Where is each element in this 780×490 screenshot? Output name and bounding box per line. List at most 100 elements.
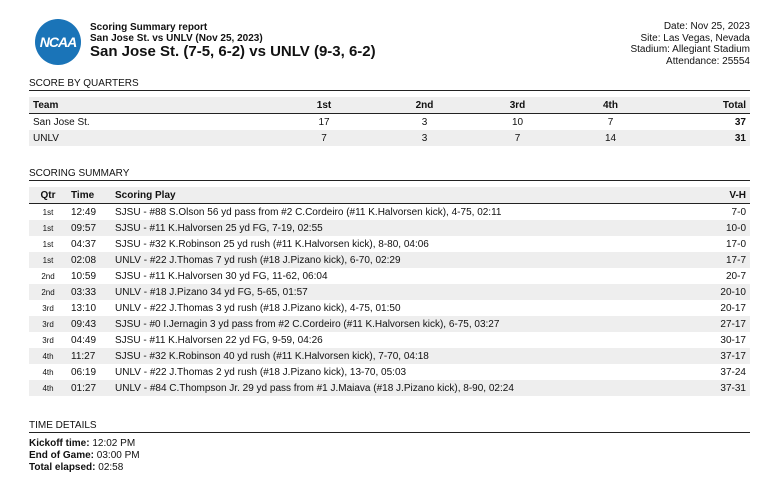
- scoring-play-row: 1st 02:08 UNLV - #22 J.Thomas 7 yd rush (#…: [29, 252, 750, 268]
- game-info: Date: Nov 25, 2023 Site: Las Vegas, Neva…: [630, 21, 750, 67]
- ncaa-logo: NCAA: [35, 19, 81, 65]
- score: 37-31: [701, 380, 750, 396]
- quarter: 3rd: [42, 303, 54, 313]
- team-row: San Jose St. 17 3 10 7 37: [29, 114, 750, 131]
- matchup-title: San Jose St. (7-5, 6-2) vs UNLV (9-3, 6-…: [90, 43, 376, 60]
- score: 37-24: [720, 366, 746, 378]
- score: 7-0: [731, 206, 746, 218]
- column-header: Qtr: [29, 187, 67, 204]
- quarter: 4th: [29, 348, 67, 364]
- scoring-play-row: 1st 12:49 SJSU - #88 S.Olson 56 yd pass fr…: [29, 204, 750, 221]
- scoring-summary-table: Qtr Time Scoring Play V-H 1st 12:49 SJSU - #88…: [29, 187, 750, 396]
- scoring-play-row: 1st 09:57 SJSU - #11 K.Halvorsen 25 yd FG,…: [29, 220, 750, 236]
- quarter-score: 10: [511, 116, 524, 128]
- game-clock: 12:49: [71, 206, 97, 218]
- score: 30-17: [720, 334, 746, 346]
- column-header: Scoring Play: [111, 187, 702, 204]
- quarter-score: 3: [421, 116, 428, 128]
- scoring-play-row: 3rd 09:43 SJSU - #0 I.Jernagin 3 yd pass f…: [29, 316, 750, 332]
- quarter: 4th: [29, 380, 67, 396]
- game-clock: 03:33: [67, 284, 111, 300]
- section-title-time-details: TIME DETAILS: [29, 420, 750, 433]
- game-clock: 11:27: [67, 348, 111, 364]
- game-clock: 06:19: [71, 366, 97, 378]
- play-description: SJSU - #11 K.Halvorsen 30 yd FG, 11-62, …: [115, 270, 328, 282]
- scoring-play-row: 1st 04:37 SJSU - #32 K.Robinson 25 yd rush…: [29, 236, 750, 252]
- play-description: SJSU - #32 K.Robinson 25 yd rush (#11 K.…: [115, 238, 429, 250]
- game-clock: 09:43: [67, 316, 111, 332]
- column-header: V-H: [701, 187, 750, 204]
- game-clock: 13:10: [71, 302, 97, 314]
- quarter: 4th: [42, 367, 54, 377]
- section-title-scoring-summary: SCORING SUMMARY: [29, 168, 750, 181]
- time-details: Kickoff time: 12:02 PM End of Game: 03:0…: [29, 438, 140, 474]
- quarter: 1st: [42, 239, 54, 249]
- score: 17-7: [701, 252, 750, 268]
- column-header: 1st: [270, 97, 378, 114]
- score: 20-7: [725, 270, 746, 282]
- play-description: UNLV - #18 J.Pizano 34 yd FG, 5-65, 01:5…: [111, 284, 702, 300]
- quarter: 1st: [29, 220, 67, 236]
- game-clock: 02:08: [67, 252, 111, 268]
- team-row: UNLV 7 3 7 14 31: [29, 130, 750, 146]
- game-stadium: Stadium: Allegiant Stadium: [630, 44, 750, 55]
- game-attendance: Attendance: 25554: [666, 55, 750, 67]
- score: 27-17: [701, 316, 750, 332]
- game-clock: 01:27: [67, 380, 111, 396]
- play-description: SJSU - #11 K.Halvorsen 25 yd FG, 7-19, 0…: [111, 220, 702, 236]
- quarter: 1st: [42, 207, 54, 217]
- quarter: 3rd: [42, 335, 54, 345]
- team-total: 37: [734, 116, 746, 128]
- scoring-play-row: 3rd 04:49 SJSU - #11 K.Halvorsen 22 yd FG,…: [29, 332, 750, 348]
- team-name: San Jose St.: [33, 116, 90, 128]
- play-description: UNLV - #84 C.Thompson Jr. 29 yd pass fro…: [111, 380, 702, 396]
- column-header: 4th: [564, 97, 657, 114]
- score: 20-17: [720, 302, 746, 314]
- scoring-play-row: 2nd 03:33 UNLV - #18 J.Pizano 34 yd FG, 5-…: [29, 284, 750, 300]
- play-description: SJSU - #88 S.Olson 56 yd pass from #2 C.…: [115, 206, 502, 218]
- quarter: 3rd: [29, 316, 67, 332]
- quarter-score: 7: [607, 116, 614, 128]
- score: 37-17: [701, 348, 750, 364]
- game-clock: 10:59: [71, 270, 97, 282]
- score: 10-0: [701, 220, 750, 236]
- report-subtitle: San Jose St. vs UNLV (Nov 25, 2023): [90, 33, 263, 44]
- play-description: SJSU - #0 I.Jernagin 3 yd pass from #2 C…: [111, 316, 702, 332]
- quarter-score: 7: [270, 130, 378, 146]
- scoring-play-row: 4th 06:19 UNLV - #22 J.Thomas 2 yd rush (#…: [29, 364, 750, 380]
- kickoff-time: Kickoff time: 12:02 PM: [29, 438, 136, 449]
- quarter-score: 14: [564, 130, 657, 146]
- game-date: Date: Nov 25, 2023: [663, 21, 750, 32]
- column-header: Time: [67, 187, 111, 204]
- column-header: 3rd: [471, 97, 564, 114]
- score: 17-0: [725, 238, 746, 250]
- report-heading: Scoring Summary report San Jose St. vs U…: [90, 22, 263, 44]
- team-total: 31: [657, 130, 750, 146]
- column-header: Total: [657, 97, 750, 114]
- quarter-score: 3: [378, 130, 471, 146]
- game-site: Site: Las Vegas, Nevada: [640, 32, 750, 44]
- report-title: Scoring Summary report: [90, 22, 208, 33]
- column-header: 2nd: [378, 97, 471, 114]
- play-description: UNLV - #22 J.Thomas 3 yd rush (#18 J.Piz…: [115, 302, 401, 314]
- quarter: 2nd: [41, 271, 55, 281]
- game-clock: 04:49: [71, 334, 97, 346]
- game-clock: 04:37: [71, 238, 97, 250]
- quarter: 1st: [29, 252, 67, 268]
- total-elapsed: Total elapsed: 02:58: [29, 462, 124, 473]
- score: 20-10: [701, 284, 750, 300]
- quarter: 2nd: [29, 284, 67, 300]
- end-of-game: End of Game: 03:00 PM: [29, 450, 140, 461]
- section-title-score-by-quarters: SCORE BY QUARTERS: [29, 78, 750, 91]
- score-by-quarters-table: Team 1st 2nd 3rd 4th Total San Jose St. 17 3 10 7 3…: [29, 97, 750, 146]
- column-header: Team: [29, 97, 270, 114]
- scoring-play-row: 2nd 10:59 SJSU - #11 K.Halvorsen 30 yd FG,…: [29, 268, 750, 284]
- play-description: UNLV - #22 J.Thomas 2 yd rush (#18 J.Piz…: [115, 366, 407, 378]
- game-clock: 09:57: [67, 220, 111, 236]
- scoring-play-row: 3rd 13:10 UNLV - #22 J.Thomas 3 yd rush (#…: [29, 300, 750, 316]
- play-description: SJSU - #32 K.Robinson 40 yd rush (#11 K.…: [111, 348, 702, 364]
- play-description: SJSU - #11 K.Halvorsen 22 yd FG, 9-59, 0…: [115, 334, 323, 346]
- team-name: UNLV: [29, 130, 270, 146]
- quarter-score: 17: [318, 116, 330, 128]
- play-description: UNLV - #22 J.Thomas 7 yd rush (#18 J.Piz…: [111, 252, 702, 268]
